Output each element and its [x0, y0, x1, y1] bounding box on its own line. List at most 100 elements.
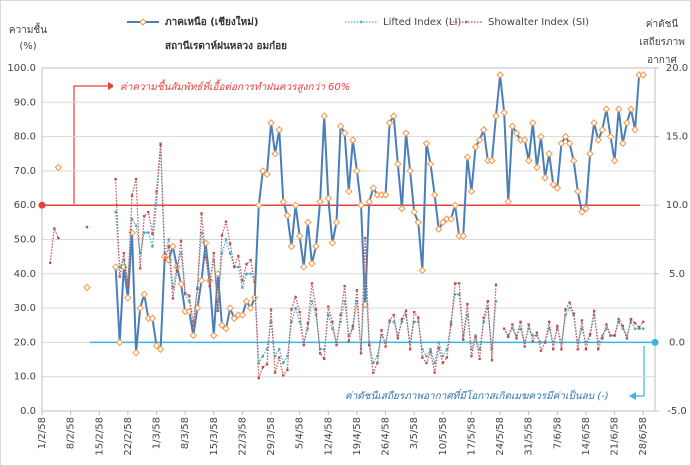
point	[582, 204, 590, 213]
point	[204, 256, 207, 259]
point	[565, 139, 574, 148]
x-tick-label: 22/2/58	[123, 417, 134, 456]
point	[437, 341, 440, 344]
point	[569, 156, 578, 165]
point	[212, 252, 215, 255]
point	[402, 129, 410, 137]
point	[621, 324, 624, 328]
point	[523, 341, 526, 344]
point	[392, 313, 395, 317]
point	[306, 321, 310, 325]
point	[282, 374, 285, 377]
point	[372, 361, 375, 365]
point	[425, 361, 428, 365]
point	[343, 284, 346, 288]
point	[339, 313, 342, 317]
point	[332, 218, 341, 227]
point	[175, 265, 179, 269]
point	[588, 332, 592, 336]
point	[220, 252, 224, 255]
point	[561, 132, 570, 141]
point	[527, 327, 530, 330]
point	[294, 295, 297, 299]
point	[384, 341, 387, 344]
point	[631, 126, 639, 134]
point	[557, 139, 566, 148]
x-tick-label: 8/3/58	[180, 417, 191, 449]
x-tick-label: 10/5/58	[438, 417, 449, 456]
point	[163, 252, 166, 255]
point	[263, 170, 271, 179]
point	[613, 334, 616, 337]
point	[282, 361, 285, 365]
point	[435, 225, 443, 233]
point	[253, 280, 256, 284]
y-tick-label: 30.0	[14, 303, 36, 314]
annotation: ค่าดัชนีเสถียรภาพอากาศที่มีโอกาสเกิดเมฆค…	[345, 388, 609, 402]
point	[512, 129, 521, 137]
point	[339, 320, 342, 324]
x-tick-label: 1/3/58	[152, 417, 163, 449]
point	[535, 331, 539, 334]
point	[449, 320, 453, 324]
point	[609, 334, 612, 337]
point	[594, 136, 602, 144]
y2-axis-label: อากาศ	[647, 55, 677, 66]
point	[171, 286, 175, 289]
point	[143, 231, 146, 234]
point	[363, 272, 367, 275]
reference-dot	[651, 338, 659, 346]
point	[547, 320, 551, 324]
point	[304, 218, 312, 227]
x-tick-label: 12/4/58	[323, 417, 334, 456]
point	[351, 327, 355, 330]
point	[249, 272, 252, 275]
point	[196, 287, 199, 291]
point	[148, 314, 157, 323]
point	[426, 160, 435, 168]
x-tick-label: 24/5/58	[495, 417, 506, 456]
point	[261, 354, 265, 358]
point	[474, 334, 477, 337]
point	[576, 348, 579, 351]
annotation-box	[113, 78, 393, 96]
point	[417, 320, 420, 324]
point	[273, 371, 277, 374]
point	[216, 309, 220, 313]
point	[83, 283, 91, 292]
point	[183, 293, 187, 296]
point	[625, 337, 629, 340]
point	[152, 342, 161, 350]
point	[290, 320, 293, 324]
point	[560, 348, 563, 351]
y-tick-label: 20.0	[14, 337, 36, 348]
series-line	[115, 143, 644, 365]
point	[421, 356, 424, 359]
point	[242, 297, 251, 305]
point	[151, 232, 154, 236]
x-tick-label: 3/5/58	[409, 417, 420, 449]
point	[429, 348, 432, 351]
point	[163, 258, 166, 262]
point	[471, 143, 480, 151]
point	[617, 320, 620, 324]
point	[283, 211, 292, 220]
point	[241, 279, 244, 282]
point	[462, 338, 465, 341]
point	[241, 286, 244, 289]
point	[453, 293, 457, 296]
point	[328, 239, 337, 247]
point	[380, 328, 383, 332]
point	[572, 312, 575, 315]
point	[200, 231, 203, 234]
annotation-connector	[73, 85, 108, 204]
y2-tick-label: 5.0	[669, 269, 685, 280]
point	[429, 350, 432, 354]
point	[269, 308, 273, 311]
point	[183, 291, 187, 295]
point	[496, 71, 504, 79]
x-tick-label: 14/6/58	[581, 417, 592, 456]
point	[466, 313, 469, 317]
point	[482, 320, 485, 324]
